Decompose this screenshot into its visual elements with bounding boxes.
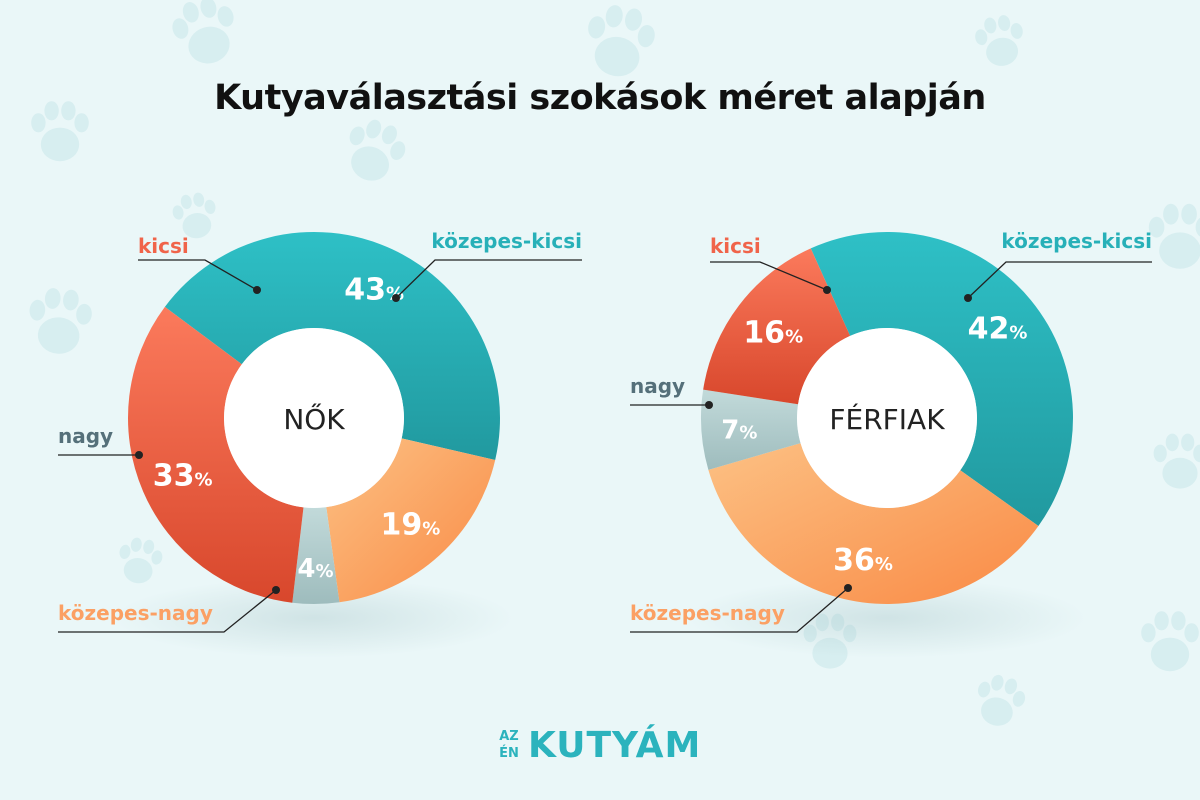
slice-kozepes-kicsi-0 bbox=[164, 231, 500, 461]
slice-kozepes-kicsi-1 bbox=[810, 232, 1073, 527]
value-label-nagy-0: 4% bbox=[297, 554, 333, 584]
category-label-kicsi-1: kicsi bbox=[710, 234, 761, 258]
callout-dot-nagy-1 bbox=[705, 401, 713, 409]
value-label-nagy-1: 7% bbox=[721, 416, 757, 446]
callout-line-kozepes-nagy-0 bbox=[58, 589, 277, 633]
value-label-kicsi-1: 16% bbox=[743, 315, 803, 350]
slice-kozepes-nagy-0 bbox=[326, 438, 496, 603]
category-label-kicsi-0: kicsi bbox=[138, 234, 189, 258]
logo-wordmark: KUTYÁM bbox=[528, 725, 702, 766]
slice-kicsi-1 bbox=[703, 248, 851, 405]
donut-shadow bbox=[114, 578, 514, 658]
value-label-kozepes-nagy-0: 19% bbox=[381, 508, 441, 543]
callout-dot-kicsi-1 bbox=[823, 286, 831, 294]
center-label-0: NŐK bbox=[283, 402, 345, 436]
slice-kozepes-nagy-1 bbox=[708, 443, 1039, 605]
slice-nagy-0 bbox=[292, 507, 340, 605]
category-label-kozepes-kicsi-0: közepes-kicsi bbox=[431, 229, 582, 253]
value-label-kicsi-0: 33% bbox=[153, 459, 213, 494]
callout-dot-kozepes-kicsi-1 bbox=[964, 294, 972, 302]
donut-shadow bbox=[687, 578, 1087, 658]
callout-dot-kozepes-kicsi-0 bbox=[392, 294, 400, 302]
page-title: Kutyaválasztási szokások méret alapján bbox=[214, 78, 986, 118]
category-label-nagy-0: nagy bbox=[58, 424, 113, 448]
category-label-kozepes-kicsi-1: közepes-kicsi bbox=[1001, 229, 1152, 253]
value-label-kozepes-nagy-1: 36% bbox=[833, 543, 893, 578]
slice-nagy-1 bbox=[701, 389, 801, 470]
donut-center bbox=[224, 328, 404, 508]
donut-center bbox=[797, 328, 977, 508]
callout-line-kicsi-0 bbox=[138, 259, 258, 291]
callout-line-kozepes-kicsi-0 bbox=[395, 259, 582, 299]
center-label-1: FÉRFIAK bbox=[829, 402, 945, 436]
callout-dot-kozepes-nagy-0 bbox=[272, 586, 280, 594]
category-label-kozepes-nagy-0: közepes-nagy bbox=[58, 601, 213, 625]
value-label-kozepes-kicsi-1: 42% bbox=[968, 311, 1028, 346]
kutyam-logo: AZ ÉN KUTYÁM bbox=[498, 722, 718, 772]
callout-line-kicsi-1 bbox=[710, 261, 828, 291]
callout-dot-kicsi-0 bbox=[253, 286, 261, 294]
logo-small-top: AZ bbox=[499, 729, 519, 744]
callout-line-kozepes-kicsi-1 bbox=[967, 261, 1152, 299]
slice-kicsi-0 bbox=[127, 306, 304, 603]
category-label-nagy-1: nagy bbox=[630, 374, 685, 398]
callout-line-kozepes-nagy-1 bbox=[630, 587, 849, 633]
callout-dot-nagy-0 bbox=[135, 451, 143, 459]
callout-dot-kozepes-nagy-1 bbox=[844, 584, 852, 592]
category-label-kozepes-nagy-1: közepes-nagy bbox=[630, 601, 785, 625]
logo-small-bottom: ÉN bbox=[499, 746, 519, 761]
